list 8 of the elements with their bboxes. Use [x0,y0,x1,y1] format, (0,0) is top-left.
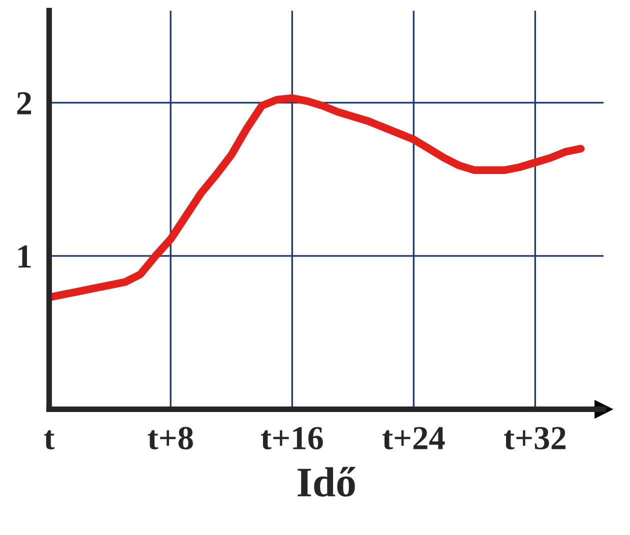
x-tick-label: t+8 [148,426,193,450]
x-tick-label: t+16 [260,427,323,450]
x-tick-label: t+24 [382,427,445,450]
y-tick-label: 1 [18,246,31,268]
x-tick-label: t+32 [504,427,566,450]
x-tick-label: t [44,430,55,450]
y-tick-label: 2 [17,92,32,114]
x-axis-title: Idő [298,466,356,497]
